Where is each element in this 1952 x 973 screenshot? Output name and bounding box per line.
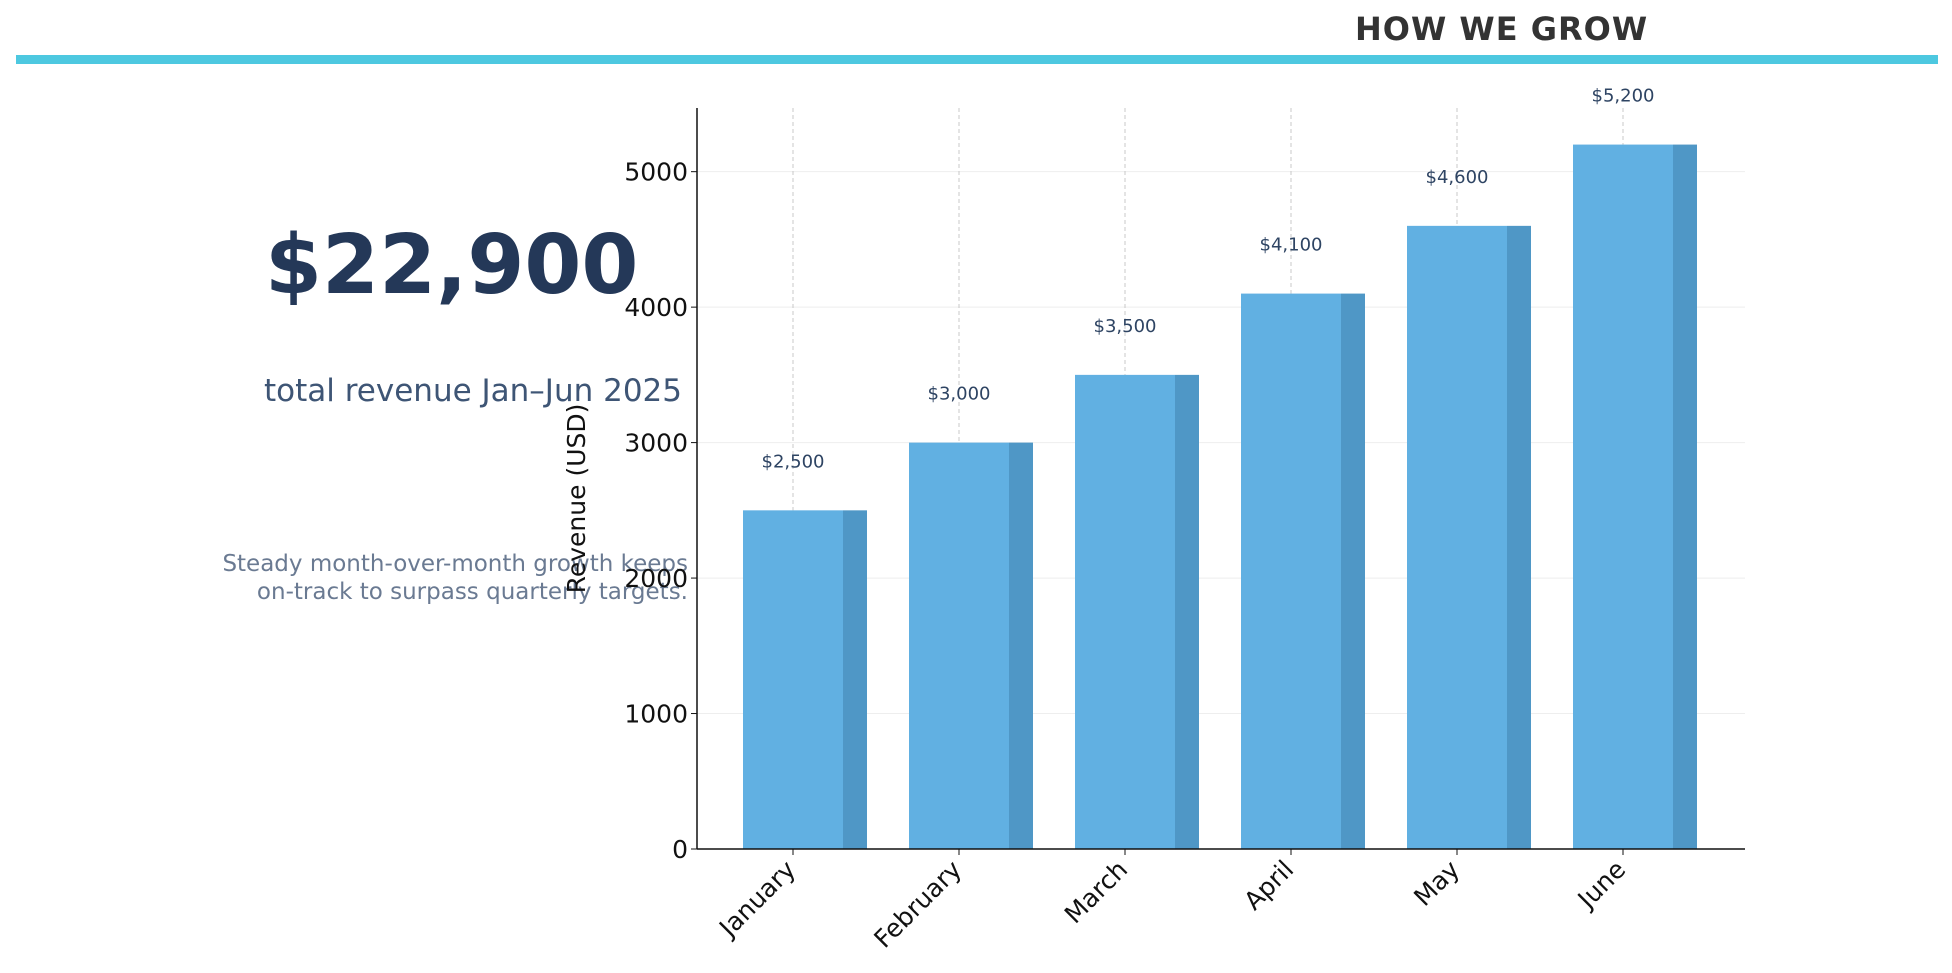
chart-title: HOW WE GROW: [1355, 10, 1649, 48]
growth-note-line-2: on-track to surpass quarterly targets.: [256, 579, 688, 605]
x-tick-label: May: [1408, 855, 1465, 912]
data-label: $2,500: [762, 451, 825, 472]
data-label: $3,000: [928, 384, 991, 405]
x-tick-label: June: [1571, 855, 1631, 915]
y-tick-label: 4000: [624, 293, 688, 322]
bar-shadow-february: [1009, 442, 1033, 849]
title-accent-bar: [16, 55, 1938, 64]
y-tick-label: 2000: [624, 564, 688, 593]
bar-april: [1241, 293, 1341, 850]
bar-shadow-may: [1507, 225, 1531, 849]
x-tick-label: January: [712, 855, 801, 944]
growth-note-line-1: Steady month-over-month growth keeps: [222, 551, 688, 577]
x-tick-label: April: [1238, 855, 1299, 916]
total-revenue-label: total revenue Jan–Jun 2025: [264, 373, 682, 409]
bar-may: [1407, 225, 1507, 849]
data-label: $4,600: [1426, 167, 1489, 188]
bar-shadow-april: [1341, 293, 1365, 850]
bar-february: [909, 442, 1009, 849]
bar-shadow-june: [1673, 144, 1697, 849]
data-label: $3,500: [1094, 316, 1157, 337]
data-label: $5,200: [1592, 86, 1655, 107]
total-revenue-value: $22,900: [265, 218, 639, 313]
x-tick-label: February: [868, 855, 967, 954]
growth-note: Steady month-over-month growth keeps on-…: [222, 550, 688, 606]
y-tick-label: 5000: [624, 158, 688, 187]
bar-shadow-march: [1175, 374, 1199, 849]
y-axis-label: Revenue (USD): [562, 404, 591, 594]
data-label: $4,100: [1260, 235, 1323, 256]
y-tick-label: 0: [672, 835, 688, 864]
y-tick-label: 3000: [624, 429, 688, 458]
bar-march: [1075, 374, 1175, 849]
bar-june: [1573, 144, 1673, 849]
y-tick-label: 1000: [624, 700, 688, 729]
x-tick-label: March: [1059, 855, 1133, 929]
bar-january: [743, 510, 843, 849]
bar-shadow-january: [843, 510, 867, 849]
